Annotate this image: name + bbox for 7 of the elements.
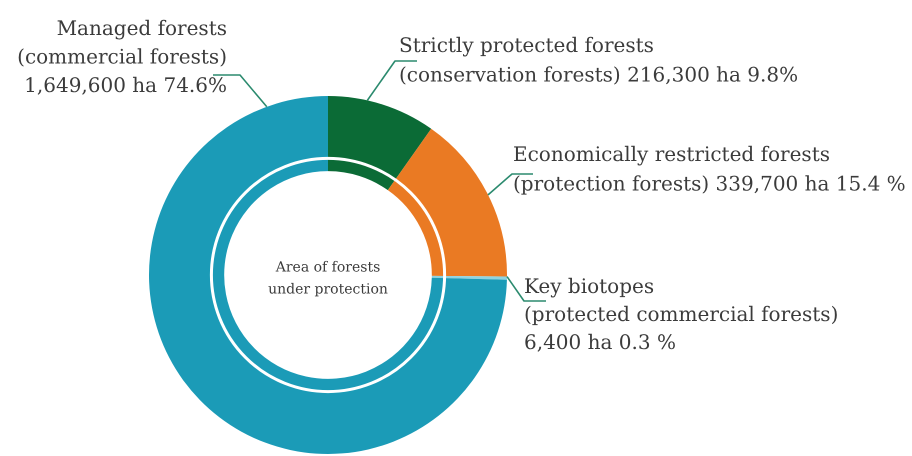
- slice-label: Key biotopes (protected commercial forests): [524, 274, 838, 326]
- slice-label: Strictly protected forests (conservation forests) 216,300 ha 9.8%: [399, 33, 798, 87]
- slice-label: Managed forests (commercial forests): [17, 16, 227, 69]
- data-label: 6,400 ha 0.3 %: [524, 330, 676, 354]
- data-label: 1,649,600 ha 74.6%: [24, 73, 227, 98]
- slice-label: Economically restricted forests (protection forests) 339,700 ha 15.4 %: [513, 142, 906, 196]
- text: Area of forests under protection: [268, 260, 388, 298]
